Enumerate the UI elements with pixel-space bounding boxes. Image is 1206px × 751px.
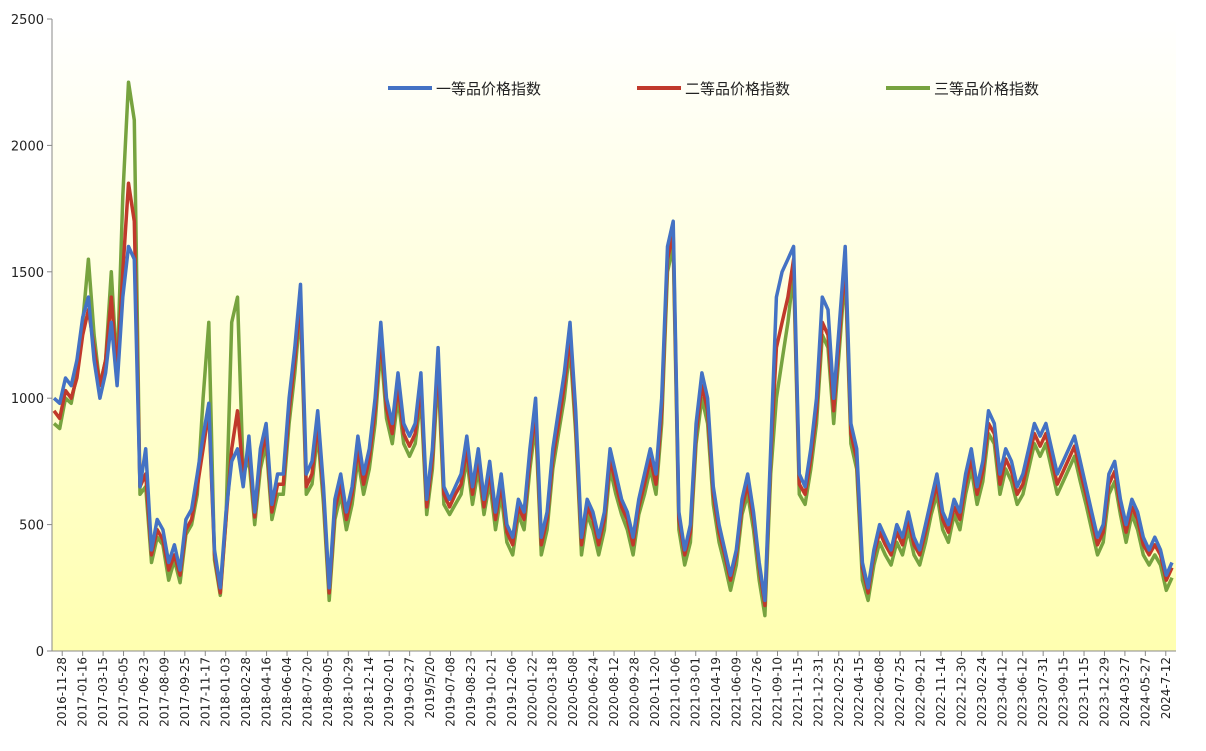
y-tick-label: 500	[19, 519, 44, 534]
x-tick-label: 2023-04-12	[995, 657, 1009, 727]
x-tick-label: 2018-01-03	[219, 657, 233, 727]
x-tick-label: 2018-12-14	[362, 657, 376, 727]
x-tick-label: 2024-05-27	[1138, 657, 1152, 727]
x-tick-label: 2018-04-16	[260, 657, 274, 727]
x-tick-label: 2020-05-08	[566, 657, 580, 727]
x-tick-label: 2021-12-31	[811, 657, 825, 727]
x-tick-label: 2020-01-22	[525, 657, 539, 727]
x-tick-label: 2017-11-17	[198, 657, 212, 727]
y-tick-label: 1000	[11, 392, 44, 407]
x-tick-label: 2023-12-29	[1097, 657, 1111, 727]
x-tick-label: 2018-02-28	[239, 657, 253, 727]
x-tick-label: 2017-09-25	[178, 657, 192, 727]
x-tick-label: 2023-06-12	[1016, 657, 1030, 727]
x-tick-label: 2023-09-15	[1057, 657, 1071, 727]
legend-label-1: 一等品价格指数	[436, 80, 541, 98]
x-tick-label: 2020-09-28	[627, 657, 641, 727]
x-tick-label: 2020-06-24	[587, 657, 601, 727]
x-tick-label: 2019-03-27	[403, 657, 417, 727]
x-tick-label: 2019-10-21	[484, 657, 498, 727]
x-tick-label: 2017-05-05	[117, 657, 131, 727]
legend-label-2: 二等品价格指数	[685, 80, 790, 98]
x-tick-label: 2024-03-27	[1118, 657, 1132, 727]
y-tick-label: 1500	[11, 266, 44, 281]
x-tick-label: 2020-11-20	[648, 657, 662, 727]
x-tick-label: 2023-11-15	[1077, 657, 1091, 727]
x-tick-label: 2017-08-09	[157, 657, 171, 727]
x-tick-label: 2021-04-19	[709, 657, 723, 727]
x-ticks: 2016-11-28 2017-01-16 2017-03-15 2017-05-05…	[55, 651, 1173, 727]
x-tick-label: 2022-11-14	[934, 657, 948, 727]
x-tick-label: 2022-09-21	[914, 657, 928, 727]
x-tick-label: 2022-06-08	[873, 657, 887, 727]
x-tick-label: 2016-11-28	[55, 657, 69, 727]
x-tick-label: 2024-7-12	[1159, 657, 1173, 719]
x-tick-label: 2023-02-24	[975, 657, 989, 727]
x-tick-label: 2019-12-06	[505, 657, 519, 727]
x-tick-label: 2023-07-31	[1036, 657, 1050, 727]
x-tick-label: 2019/5/20	[423, 657, 437, 719]
x-tick-label: 2018-09-05	[321, 657, 335, 727]
legend-label-3: 三等品价格指数	[934, 80, 1039, 98]
x-tick-label: 2017-01-16	[76, 657, 90, 727]
plot-area	[52, 19, 1176, 651]
x-tick-label: 2022-04-15	[852, 657, 866, 727]
x-tick-label: 2018-07-20	[300, 657, 314, 727]
x-tick-label: 2021-09-10	[770, 657, 784, 727]
x-tick-label: 2021-07-26	[750, 657, 764, 727]
x-tick-label: 2021-06-09	[730, 657, 744, 727]
x-tick-label: 2022-07-25	[893, 657, 907, 727]
x-tick-label: 2019-07-08	[444, 657, 458, 727]
x-tick-label: 2021-11-15	[791, 657, 805, 727]
x-tick-label: 2021-03-01	[689, 657, 703, 727]
x-tick-label: 2022-02-25	[832, 657, 846, 727]
y-ticks: 0 500 1000 1500 2000 2500	[11, 13, 52, 660]
x-tick-label: 2018-10-29	[341, 657, 355, 727]
y-tick-label: 2000	[11, 139, 44, 154]
x-tick-label: 2019-02-01	[382, 657, 396, 727]
series-line-1	[52, 219, 1174, 603]
x-tick-label: 2021-01-06	[668, 657, 682, 727]
series-layer	[52, 80, 1174, 618]
x-tick-label: 2019-08-23	[464, 657, 478, 727]
x-tick-label: 2020-03-18	[546, 657, 560, 727]
legend: 一等品价格指数 二等品价格指数 三等品价格指数	[388, 80, 1039, 98]
y-tick-label: 2500	[11, 13, 44, 28]
y-tick-label: 0	[36, 645, 44, 660]
x-tick-label: 2017-03-15	[96, 657, 110, 727]
x-tick-label: 2022-12-30	[954, 657, 968, 727]
x-tick-label: 2017-06-23	[137, 657, 151, 727]
x-tick-label: 2018-06-04	[280, 657, 294, 727]
x-tick-label: 2020-08-12	[607, 657, 621, 727]
